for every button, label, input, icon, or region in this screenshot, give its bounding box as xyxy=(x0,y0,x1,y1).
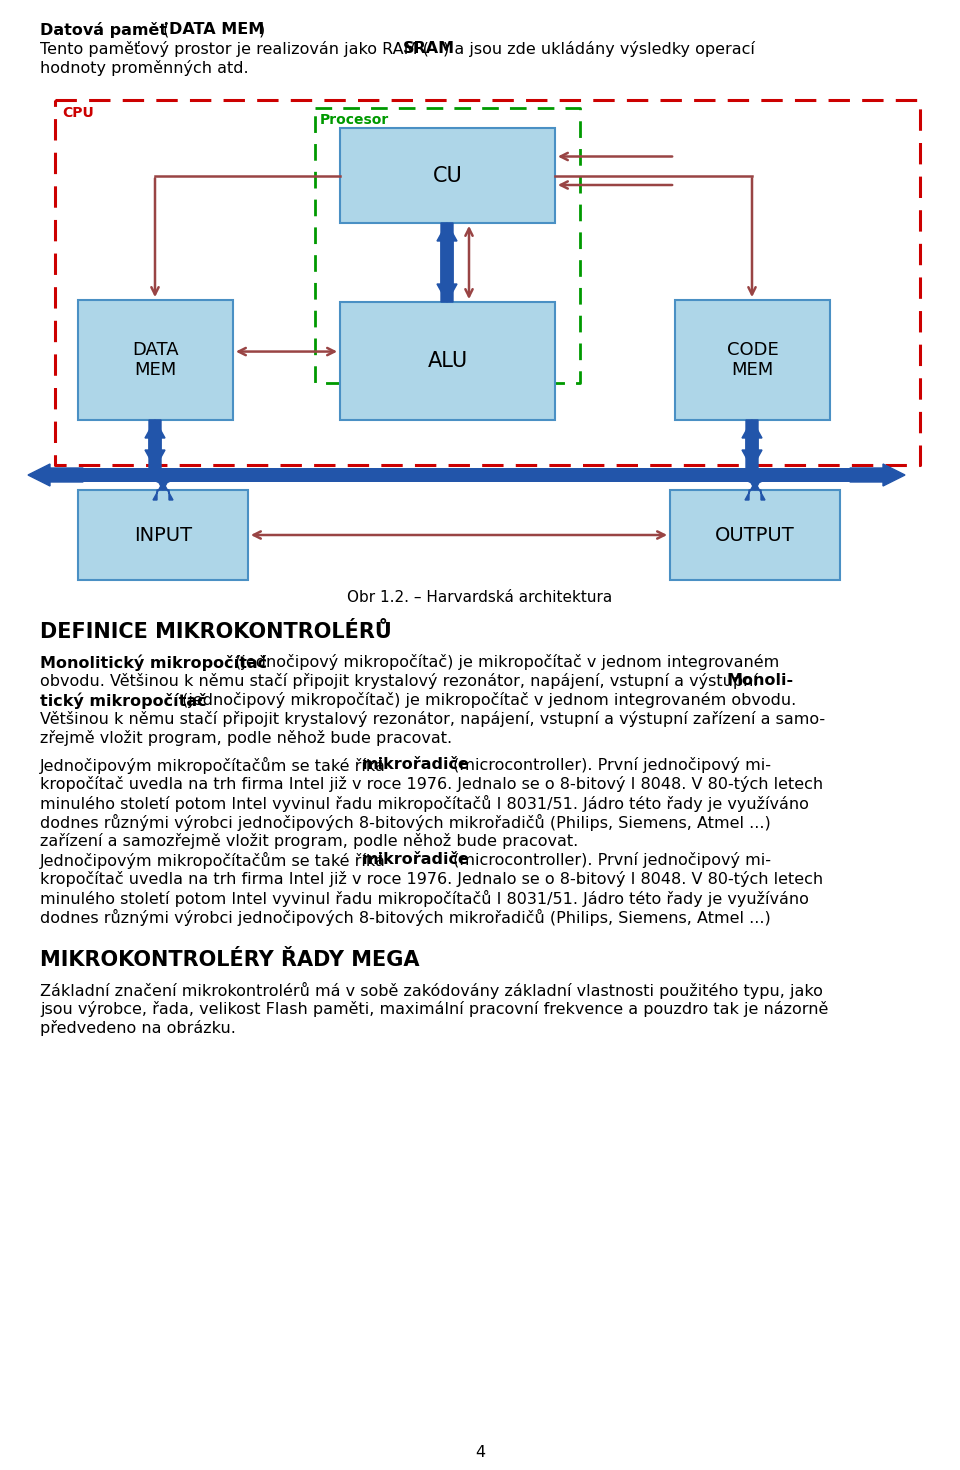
Text: (microcontroller). První jednočipový mi-: (microcontroller). První jednočipový mi- xyxy=(448,757,771,773)
Text: CU: CU xyxy=(433,166,463,185)
Text: DEFINICE MIKROKONTROLÉRŮ: DEFINICE MIKROKONTROLÉRŮ xyxy=(40,622,392,642)
FancyArrow shape xyxy=(742,420,762,467)
Text: Monoli-: Monoli- xyxy=(726,673,793,688)
Text: DATA MEM: DATA MEM xyxy=(169,22,264,37)
Bar xyxy=(340,128,555,223)
Text: kropočítač uvedla na trh firma Intel již v roce 1976. Jednalo se o 8-bitový I 80: kropočítač uvedla na trh firma Intel již… xyxy=(40,776,823,792)
Text: CODE
MEM: CODE MEM xyxy=(727,341,779,379)
Text: hodnoty proměnných atd.: hodnoty proměnných atd. xyxy=(40,60,249,76)
Text: zřejmě vložit program, podle něhož bude pracovat.: zřejmě vložit program, podle něhož bude … xyxy=(40,731,452,745)
FancyArrow shape xyxy=(850,465,905,487)
FancyArrow shape xyxy=(153,472,173,490)
Text: mikrořadiče: mikrořadiče xyxy=(362,757,469,772)
Bar xyxy=(675,300,830,420)
Text: dodnes různými výrobci jednočipových 8-bitových mikrořadičů (Philips, Siemens, A: dodnes různými výrobci jednočipových 8-b… xyxy=(40,814,771,831)
FancyArrow shape xyxy=(742,420,762,467)
Text: ) a jsou zde ukládány výsledky operací: ) a jsou zde ukládány výsledky operací xyxy=(443,41,755,57)
Text: jsou výrobce, řada, velikost Flash paměti, maximální pracovní frekvence a pouzdr: jsou výrobce, řada, velikost Flash pamět… xyxy=(40,1001,828,1017)
FancyArrow shape xyxy=(145,420,165,467)
Text: minulého století potom Intel vyvinul řadu mikropočítačů I 8031/51. Jádro této řa: minulého století potom Intel vyvinul řad… xyxy=(40,795,809,811)
Text: (microcontroller). První jednočipový mi-: (microcontroller). První jednočipový mi- xyxy=(448,853,771,867)
FancyArrow shape xyxy=(153,482,173,500)
Text: (jednočipový mikropočítač) je mikropočítač v jednom integrovaném obvodu.: (jednočipový mikropočítač) je mikropočít… xyxy=(177,692,796,709)
Text: Tento paměťový prostor je realizován jako RAM (: Tento paměťový prostor je realizován jak… xyxy=(40,41,429,57)
Text: Datová paměť: Datová paměť xyxy=(40,22,167,38)
Text: Procesor: Procesor xyxy=(320,113,389,126)
Text: OUTPUT: OUTPUT xyxy=(715,525,795,544)
Text: Jednočipovým mikropočítačům se také říká: Jednočipovým mikropočítačům se také říká xyxy=(40,853,391,869)
Text: zařízení a samozřejmě vložit program, podle něhož bude pracovat.: zařízení a samozřejmě vložit program, po… xyxy=(40,833,578,850)
Bar xyxy=(78,300,233,420)
FancyArrow shape xyxy=(145,420,165,467)
Bar xyxy=(78,490,248,581)
FancyArrow shape xyxy=(437,223,457,301)
Text: minulého století potom Intel vyvinul řadu mikropočítačů I 8031/51. Jádro této řa: minulého století potom Intel vyvinul řad… xyxy=(40,889,809,907)
Text: DATA
MEM: DATA MEM xyxy=(132,341,179,379)
Bar xyxy=(670,490,840,581)
Text: 4: 4 xyxy=(475,1445,485,1460)
FancyArrow shape xyxy=(28,465,83,487)
Text: Základní značení mikrokontrolérů má v sobě zakódovány základní vlastnosti použit: Základní značení mikrokontrolérů má v so… xyxy=(40,982,823,1000)
FancyArrow shape xyxy=(437,223,457,301)
Text: (: ( xyxy=(158,22,169,37)
Text: obvodu. Většinou k němu stačí připojit krystalový rezonátor, napájení, vstupní a: obvodu. Většinou k němu stačí připojit k… xyxy=(40,673,763,689)
Bar xyxy=(340,301,555,420)
Text: Většinou k němu stačí připojit krystalový rezonátor, napájení, vstupní a výstupn: Většinou k němu stačí připojit krystalov… xyxy=(40,711,826,728)
Text: Jednočipovým mikropočítačům se také říká: Jednočipovým mikropočítačům se také říká xyxy=(40,757,391,775)
FancyArrow shape xyxy=(745,482,765,500)
Text: SRAM: SRAM xyxy=(403,41,455,56)
Text: předvedeno na obrázku.: předvedeno na obrázku. xyxy=(40,1020,236,1036)
Text: (jednočipový mikropočítač) je mikropočítač v jednom integrovaném: (jednočipový mikropočítač) je mikropočít… xyxy=(230,654,780,670)
Text: Monolitický mikropočítač: Monolitický mikropočítač xyxy=(40,654,267,670)
FancyArrow shape xyxy=(745,472,765,490)
Text: Obr 1.2. – Harvardská architektura: Obr 1.2. – Harvardská architektura xyxy=(348,589,612,606)
Text: dodnes různými výrobci jednočipových 8-bitových mikrořadičů (Philips, Siemens, A: dodnes různými výrobci jednočipových 8-b… xyxy=(40,908,771,926)
Bar xyxy=(78,467,855,482)
Text: mikrořadiče: mikrořadiče xyxy=(362,853,469,867)
Text: CPU: CPU xyxy=(62,106,94,121)
Text: MIKROKONTROLÉRY ŘADY MEGA: MIKROKONTROLÉRY ŘADY MEGA xyxy=(40,950,420,970)
Text: tický mikropočítač: tický mikropočítač xyxy=(40,692,206,709)
Text: INPUT: INPUT xyxy=(134,525,192,544)
Text: ALU: ALU xyxy=(427,351,468,370)
Text: kropočítač uvedla na trh firma Intel již v roce 1976. Jednalo se o 8-bitový I 80: kropočítač uvedla na trh firma Intel již… xyxy=(40,872,823,886)
Text: ): ) xyxy=(259,22,265,37)
